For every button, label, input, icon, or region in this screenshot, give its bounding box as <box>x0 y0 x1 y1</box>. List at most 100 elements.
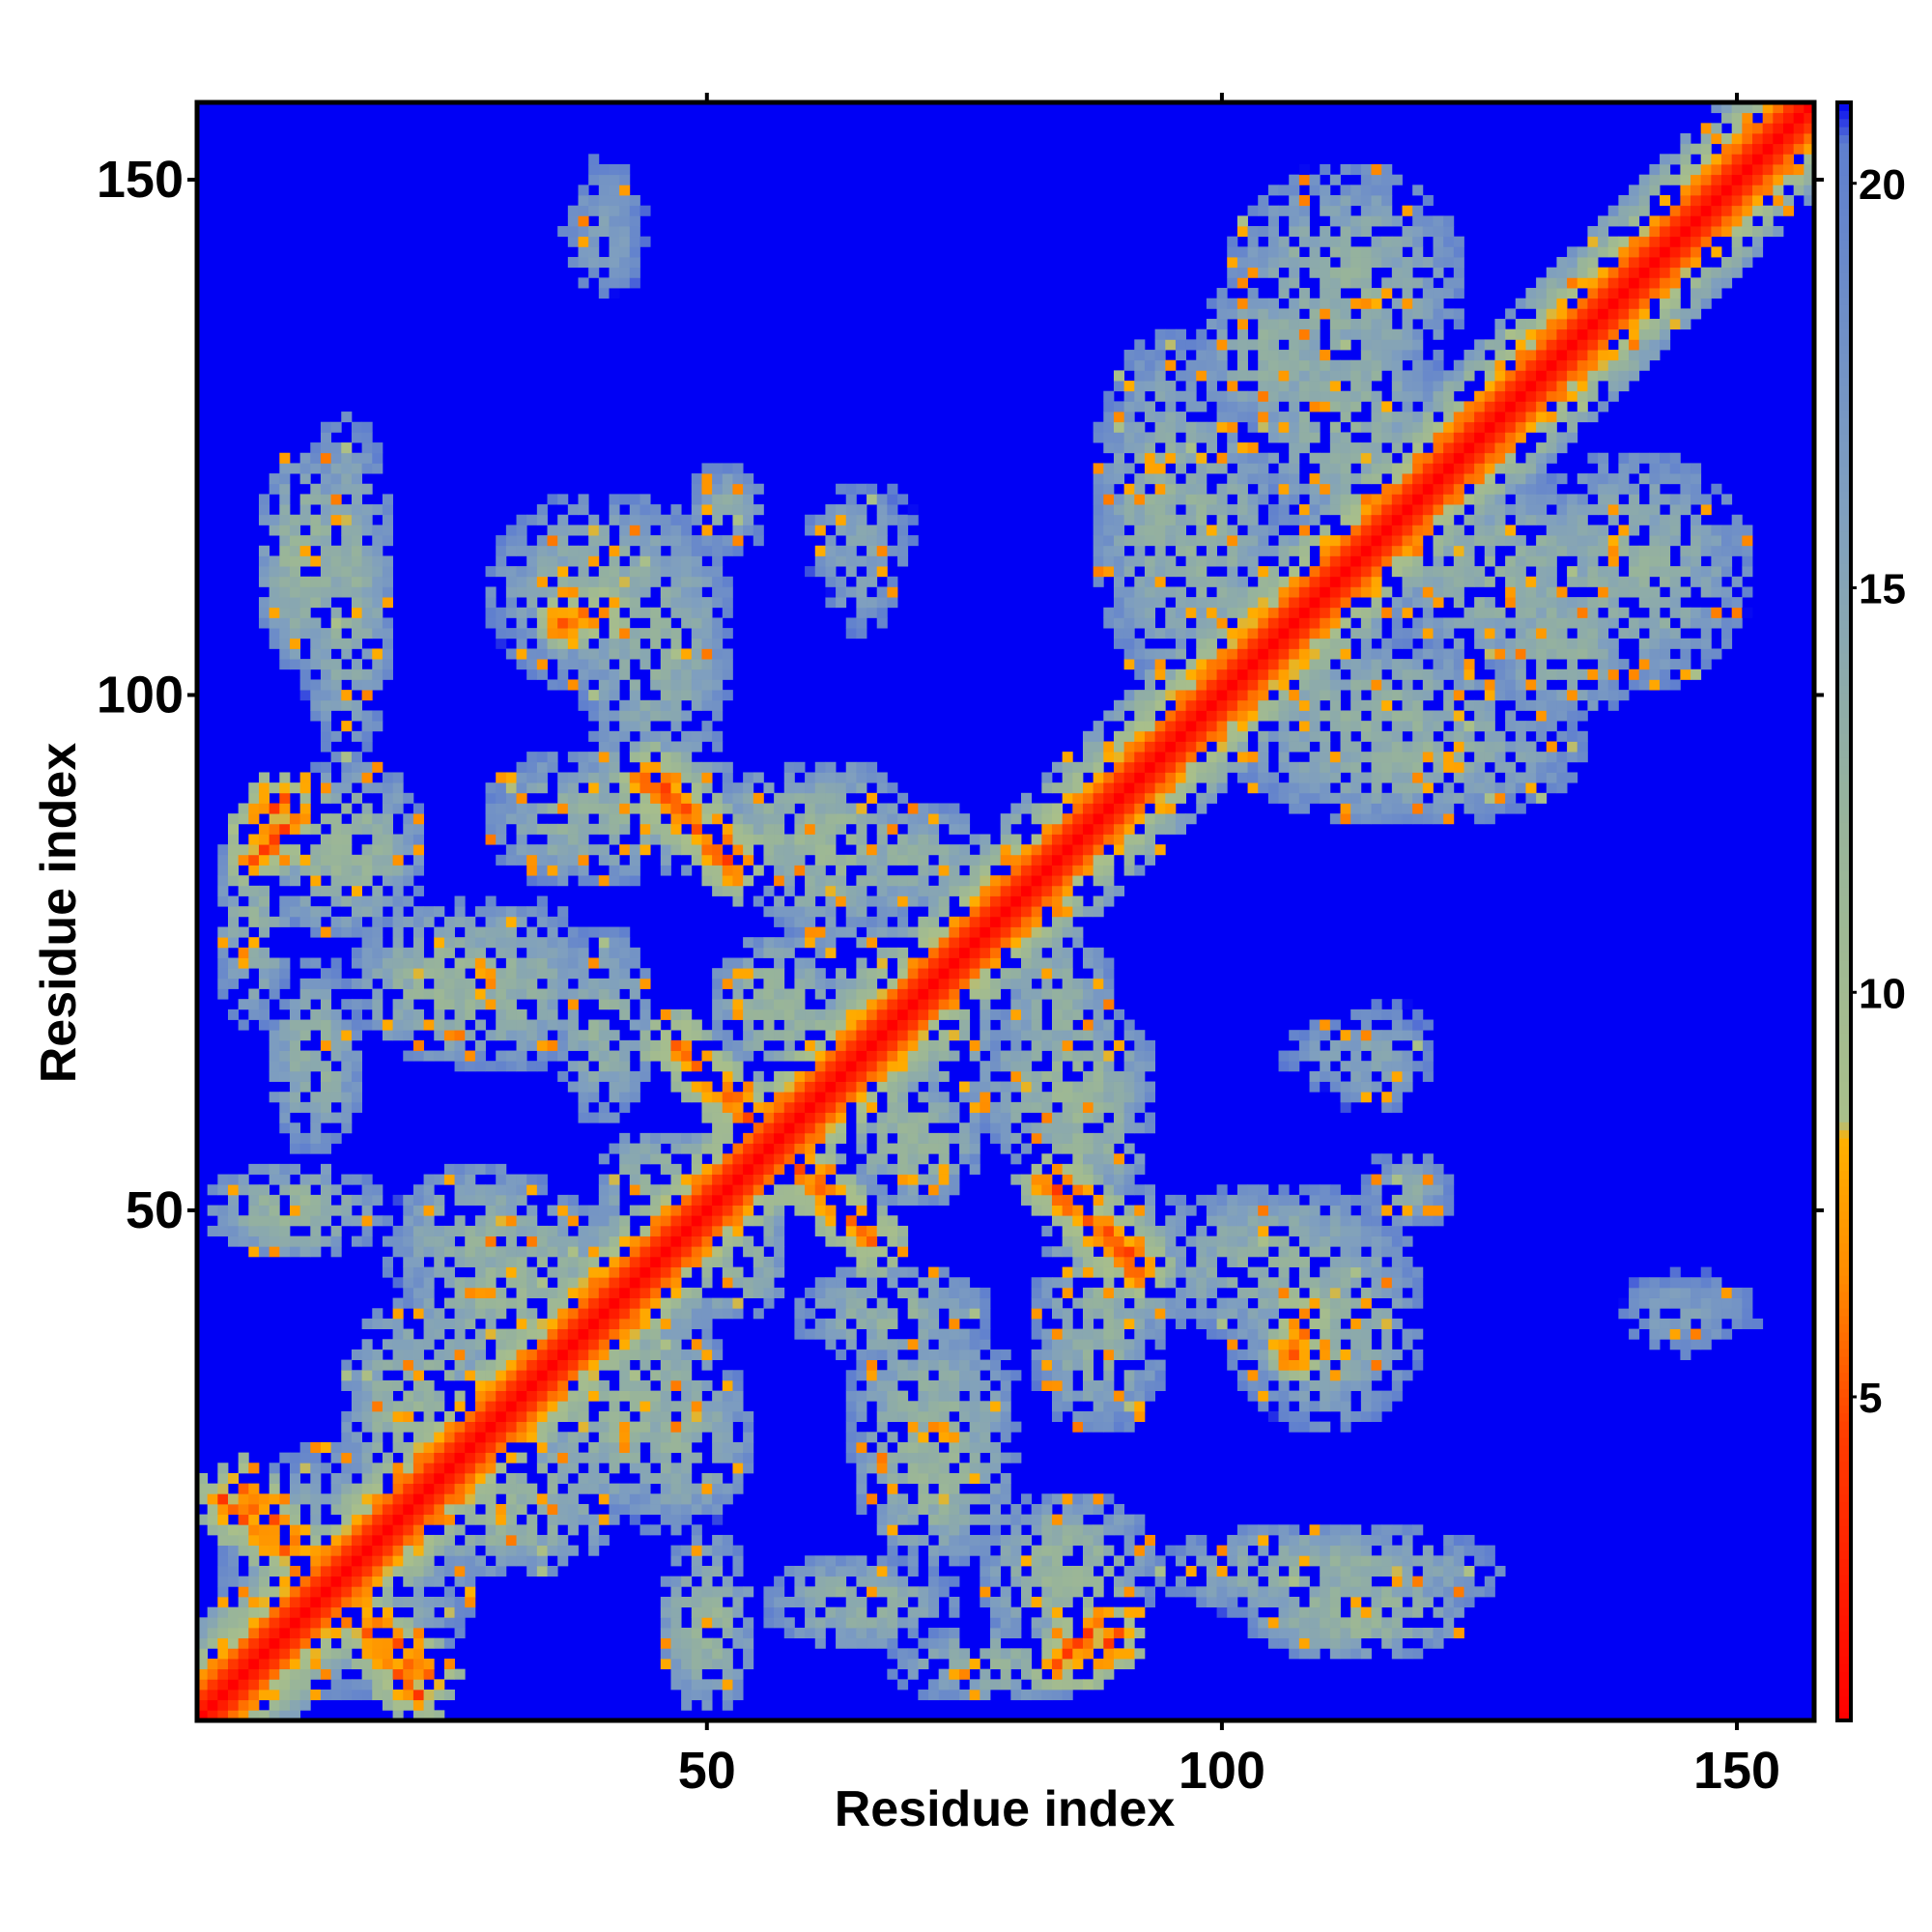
heatmap-cell <box>505 545 517 556</box>
heatmap-cell <box>557 1019 569 1031</box>
heatmap-cell <box>845 1328 857 1340</box>
heatmap-cell <box>639 1070 651 1082</box>
heatmap-cell <box>412 803 424 814</box>
heatmap-cell <box>805 1205 816 1216</box>
heatmap-cell <box>454 1483 466 1494</box>
heatmap-cell <box>825 885 837 896</box>
heatmap-cell <box>320 1070 332 1082</box>
heatmap-cell <box>845 906 857 918</box>
heatmap-cell <box>557 823 569 835</box>
heatmap-cell <box>557 638 569 649</box>
heatmap-cell <box>794 1132 806 1144</box>
heatmap-cell <box>197 1658 209 1670</box>
heatmap-cell <box>330 957 342 969</box>
heatmap-cell <box>907 875 919 887</box>
heatmap-cell <box>289 1030 301 1041</box>
heatmap-cell <box>732 1039 744 1051</box>
heatmap-cell <box>928 885 940 896</box>
heatmap-cell <box>845 1627 857 1639</box>
heatmap-cell <box>320 1627 332 1639</box>
heatmap-cell <box>547 1545 558 1556</box>
heatmap-cell <box>392 772 404 783</box>
heatmap-cell <box>505 1050 517 1062</box>
heatmap-cell <box>485 566 497 578</box>
heatmap-cell <box>526 576 538 587</box>
heatmap-cell <box>299 1050 311 1062</box>
heatmap-cell <box>269 1689 280 1701</box>
heatmap-cell <box>670 555 682 567</box>
heatmap-cell <box>279 1689 291 1701</box>
heatmap-cell <box>598 699 610 711</box>
heatmap-cell <box>918 988 929 1000</box>
heatmap-cell <box>320 597 332 609</box>
heatmap-cell <box>639 535 651 547</box>
heatmap-cell <box>609 1432 620 1443</box>
heatmap-cell <box>269 803 280 814</box>
heatmap-cell <box>423 1668 435 1680</box>
heatmap-cell <box>392 1009 404 1020</box>
heatmap-cell <box>783 1596 795 1608</box>
heatmap-cell <box>361 1441 373 1454</box>
heatmap-cell <box>248 792 260 804</box>
heatmap-cell <box>732 1050 744 1062</box>
heatmap-cell <box>980 916 991 927</box>
heatmap-cell <box>918 1339 929 1350</box>
heatmap-cell <box>412 813 424 825</box>
heatmap-cell <box>382 1390 393 1402</box>
heatmap-cell <box>227 1576 240 1587</box>
heatmap-cell <box>639 1174 651 1185</box>
heatmap-cell <box>496 1514 507 1525</box>
heatmap-cell <box>474 1359 486 1371</box>
heatmap-cell <box>670 834 682 845</box>
heatmap-cell <box>722 659 733 670</box>
heatmap-cell <box>670 1308 682 1320</box>
heatmap-cell <box>361 937 373 949</box>
heatmap-cell <box>217 1174 229 1185</box>
heatmap-cell <box>412 978 424 989</box>
heatmap-cell <box>496 1390 507 1402</box>
heatmap-cell <box>763 885 775 896</box>
heatmap-cell <box>227 895 240 907</box>
heatmap-cell <box>341 823 353 835</box>
heatmap-cell <box>526 668 538 680</box>
heatmap-cell <box>629 1081 640 1093</box>
heatmap-cell <box>980 1463 991 1474</box>
heatmap-cell <box>382 1658 393 1670</box>
heatmap-cell <box>845 772 857 783</box>
heatmap-cell <box>825 1061 837 1072</box>
heatmap-cell <box>238 1514 249 1525</box>
heatmap-cell <box>392 1534 404 1547</box>
heatmap-cell <box>320 452 332 464</box>
heatmap-cell <box>670 1555 682 1567</box>
heatmap-cell <box>867 1287 878 1298</box>
heatmap-cell <box>526 752 538 763</box>
heatmap-cell <box>269 916 280 927</box>
heatmap-cell <box>763 1019 775 1031</box>
heatmap-cell <box>516 1555 527 1567</box>
heatmap-cell <box>845 514 857 526</box>
heatmap-cell <box>712 761 724 773</box>
heatmap-cell <box>763 1586 775 1598</box>
heatmap-cell <box>310 906 322 918</box>
heatmap-cell <box>547 1297 558 1309</box>
heatmap-cell <box>670 1236 682 1247</box>
heatmap-cell <box>412 1379 424 1391</box>
heatmap-cell <box>732 803 744 814</box>
heatmap-cell <box>485 1297 497 1309</box>
heatmap-cell <box>907 1370 919 1381</box>
heatmap-cell <box>876 1452 888 1463</box>
heatmap-cell <box>774 916 785 927</box>
heatmap-cell <box>918 926 929 938</box>
heatmap-cell <box>598 752 610 763</box>
heatmap-cell <box>526 854 538 866</box>
heatmap-cell <box>845 1061 857 1072</box>
heatmap-cell <box>412 1648 424 1660</box>
heatmap-cell <box>279 1699 291 1711</box>
heatmap-cell <box>330 628 342 639</box>
heatmap-cell <box>619 1039 631 1051</box>
heatmap-cell <box>701 1092 713 1103</box>
heatmap-cell <box>598 1472 610 1485</box>
heatmap-cell <box>897 906 909 918</box>
heatmap-cell <box>351 1534 362 1547</box>
heatmap-cell <box>619 1359 631 1371</box>
